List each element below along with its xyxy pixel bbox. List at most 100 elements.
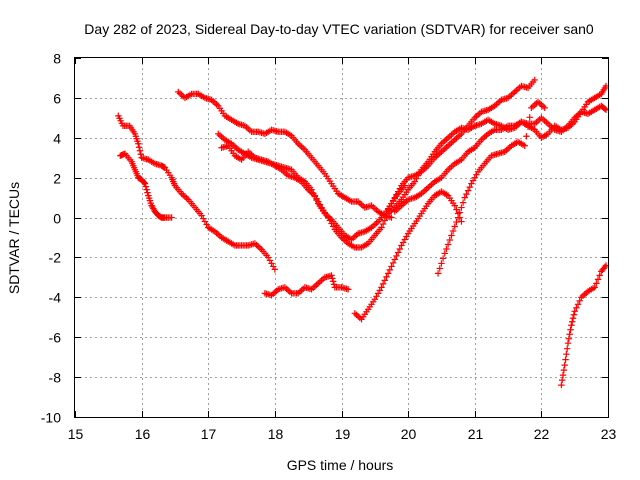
data-point	[135, 140, 142, 147]
data-point	[568, 318, 576, 325]
y-tick-label: 8	[53, 51, 61, 67]
data-point	[438, 260, 445, 267]
data-point	[456, 209, 463, 216]
data-point	[386, 266, 394, 274]
data-point	[459, 199, 467, 206]
data-point	[567, 326, 574, 333]
data-point	[451, 223, 458, 230]
data-point	[389, 259, 397, 267]
chart-title: Day 282 of 2023, Sidereal Day-to-day VTE…	[84, 21, 594, 37]
y-axis-label: SDTVAR / TECUs	[6, 182, 22, 294]
data-point	[446, 236, 453, 244]
data-point	[381, 277, 389, 284]
data-point	[564, 340, 572, 347]
data-point	[461, 194, 468, 201]
data-series	[115, 76, 610, 389]
data-point	[562, 356, 569, 363]
axis-ticks: 15 16 17 18 19 20 21 22 23 -10 -8 -6 -4 -2 0 2 4 6 8	[41, 51, 617, 443]
series-arc-b	[117, 150, 175, 221]
data-point	[378, 224, 385, 231]
data-point	[523, 133, 530, 140]
data-point	[463, 190, 470, 198]
data-point	[388, 263, 395, 270]
data-point	[563, 345, 571, 352]
data-point	[394, 249, 402, 256]
y-tick-label: -8	[49, 370, 62, 386]
data-point	[444, 241, 452, 248]
x-tick-label: 17	[201, 426, 217, 442]
data-point	[136, 147, 144, 154]
x-tick-label: 21	[468, 426, 484, 442]
data-point	[541, 104, 548, 112]
data-point	[329, 278, 337, 285]
y-tick-label: 6	[53, 91, 61, 107]
data-point	[344, 286, 352, 293]
data-point	[449, 227, 457, 235]
data-point	[573, 304, 580, 312]
data-point	[393, 252, 400, 260]
data-point	[381, 217, 389, 224]
data-point	[384, 270, 392, 277]
x-tick-label: 18	[268, 426, 284, 442]
data-point	[441, 250, 448, 257]
y-tick-label: -4	[49, 290, 62, 306]
data-point	[439, 255, 447, 262]
data-point	[391, 256, 398, 263]
data-point	[168, 214, 175, 221]
data-point	[448, 232, 455, 239]
data-point	[142, 183, 149, 190]
x-tick-label: 19	[335, 426, 351, 442]
data-point	[451, 202, 458, 209]
y-tick-label: -6	[49, 330, 62, 346]
data-point	[563, 350, 570, 358]
data-point	[271, 266, 279, 273]
x-tick-label: 22	[534, 426, 550, 442]
data-point	[568, 322, 575, 329]
data-point	[559, 371, 567, 379]
data-point	[383, 273, 390, 281]
x-tick-label: 15	[68, 426, 84, 442]
series-arc-f	[261, 272, 352, 299]
x-tick-label: 20	[401, 426, 417, 442]
data-point	[565, 335, 573, 342]
data-point	[396, 245, 403, 253]
data-point	[558, 381, 565, 389]
data-point	[594, 276, 602, 283]
data-point	[140, 179, 148, 186]
y-tick-label: -2	[49, 250, 62, 266]
x-tick-label: 16	[135, 426, 151, 442]
data-point	[454, 214, 462, 221]
data-point	[558, 376, 566, 384]
series-arc-i	[391, 102, 610, 215]
data-point	[596, 272, 603, 279]
data-point	[524, 123, 532, 131]
series-arc-h	[384, 76, 538, 213]
data-point	[566, 331, 573, 338]
data-point	[466, 183, 473, 191]
data-point	[560, 366, 568, 374]
data-point	[329, 275, 336, 282]
data-point	[443, 245, 450, 253]
y-tick-label: 4	[53, 131, 61, 147]
data-point	[383, 213, 390, 221]
series-arc-c	[175, 88, 395, 221]
data-point	[571, 308, 578, 315]
data-point	[569, 315, 577, 322]
data-point	[135, 144, 143, 151]
data-point	[593, 280, 600, 287]
data-point	[601, 263, 609, 271]
y-tick-label: -10	[41, 410, 61, 426]
data-point	[434, 270, 442, 277]
data-point	[453, 218, 460, 226]
x-axis-label: GPS time / hours	[287, 457, 394, 473]
grid	[75, 58, 608, 417]
plot-frame	[74, 57, 609, 418]
series-arc-d	[215, 130, 408, 243]
data-point	[143, 186, 150, 193]
data-point	[379, 280, 387, 288]
data-point	[379, 220, 387, 228]
y-tick-label: 0	[53, 211, 61, 227]
x-tick-label: 23	[601, 426, 617, 442]
data-point	[436, 265, 443, 272]
